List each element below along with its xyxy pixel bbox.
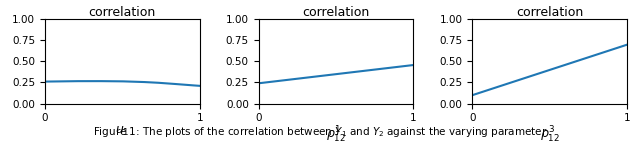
X-axis label: $\rho_{12}^1$: $\rho_{12}^1$ — [326, 125, 346, 144]
Title: correlation: correlation — [516, 6, 584, 19]
X-axis label: $u_1$: $u_1$ — [115, 125, 129, 138]
Text: Figure 1: The plots of the correlation between $Y_1$ and $Y_2$ against the varyi: Figure 1: The plots of the correlation b… — [93, 125, 547, 140]
X-axis label: $\rho_{12}^3$: $\rho_{12}^3$ — [540, 125, 560, 144]
Title: correlation: correlation — [302, 6, 370, 19]
Title: correlation: correlation — [88, 6, 156, 19]
